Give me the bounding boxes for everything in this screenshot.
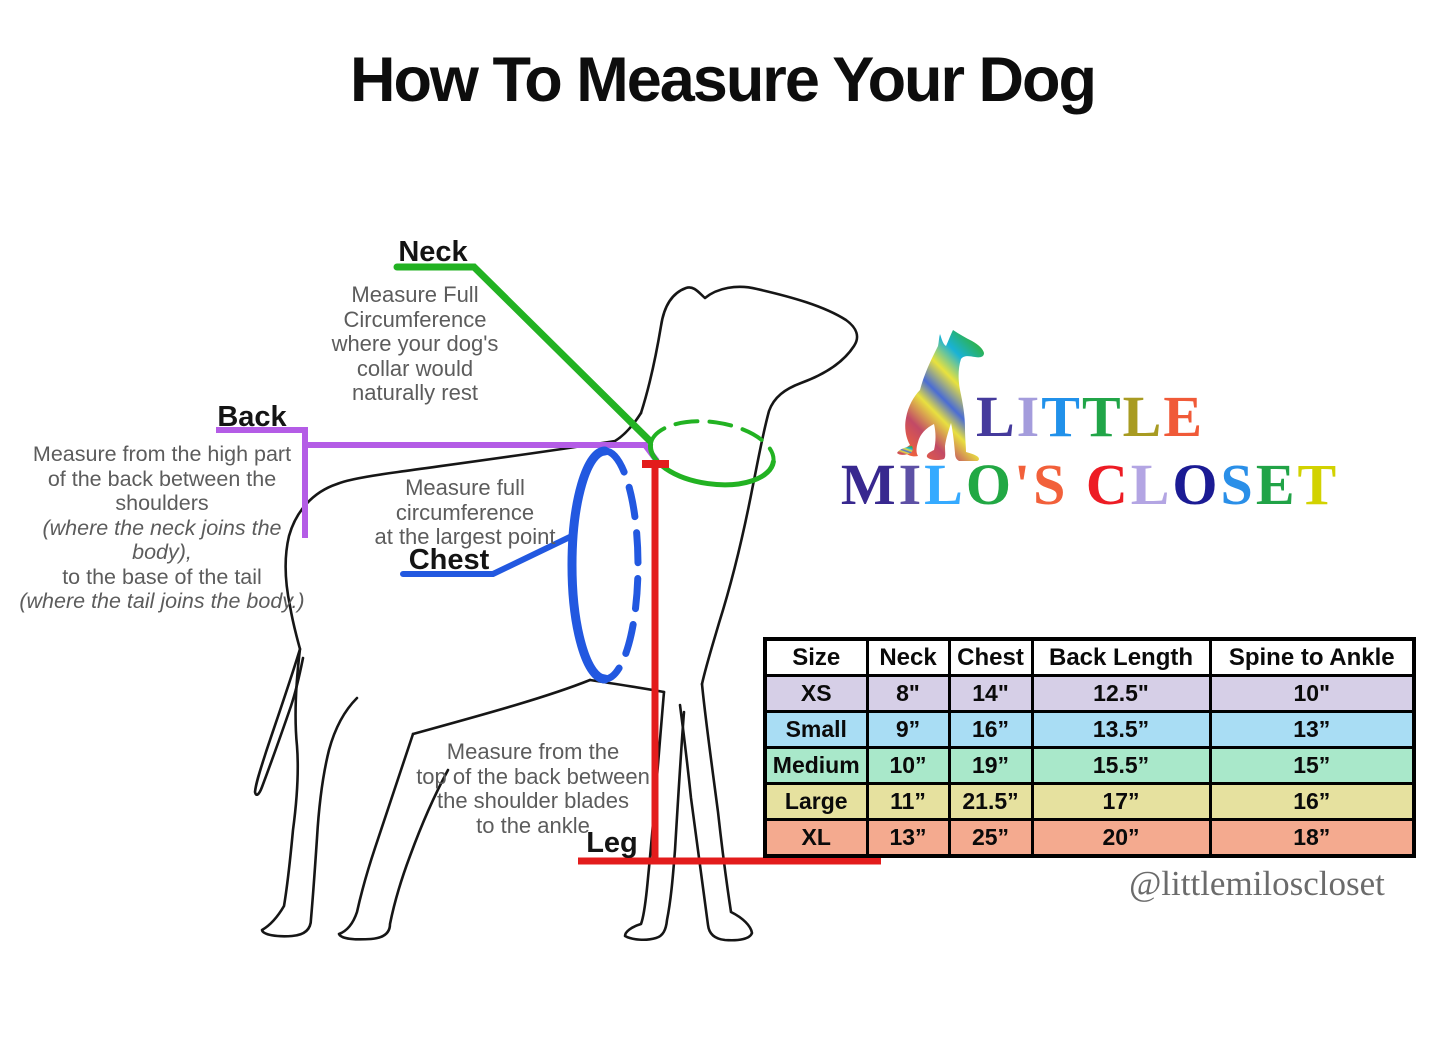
- size-chart-cell: 16”: [1208, 782, 1416, 821]
- back-measure-description-line: (where the tail joins the body.): [19, 589, 305, 613]
- leg-label: Leg: [586, 827, 638, 859]
- brand-letter: O: [1172, 452, 1221, 517]
- brand-letter: L: [1122, 384, 1164, 449]
- brand-name-line2: MILO'S CLOSET: [840, 456, 1340, 514]
- size-chart-cell: 19”: [947, 746, 1034, 785]
- chest-label: Chest: [408, 544, 490, 576]
- brand-letter: I: [1016, 384, 1042, 449]
- size-chart-cell: 17”: [1030, 782, 1212, 821]
- size-chart-column-header: Chest: [947, 637, 1034, 677]
- brand-letter: T: [1081, 384, 1123, 449]
- neck-measure-description: Measure Full Circumference where your do…: [331, 282, 499, 405]
- size-chart-header-row: Size Neck Chest Back Length Spine to Ankle: [763, 637, 1416, 677]
- size-chart-column-header: Spine to Ankle: [1208, 637, 1416, 677]
- brand-logo: LITTLE MILO'S CLOSET: [840, 326, 1340, 526]
- brand-letter: S: [1220, 452, 1256, 517]
- size-chart-column-header: Size: [763, 637, 869, 677]
- size-chart-cell: 20”: [1030, 818, 1212, 858]
- size-chart-column-header: Neck: [865, 637, 951, 677]
- brand-letter: S: [1033, 452, 1069, 517]
- brand-letter: O: [965, 452, 1014, 517]
- size-chart-cell: 13”: [1208, 710, 1416, 749]
- size-chart-cell: 21.5”: [947, 782, 1034, 821]
- size-chart-cell: 15.5”: [1030, 746, 1212, 785]
- size-chart-cell: Small: [763, 710, 869, 749]
- size-chart-cell: 12.5": [1030, 674, 1212, 713]
- brand-letter: L: [975, 384, 1017, 449]
- size-chart-cell: Medium: [763, 746, 869, 785]
- chest-measure-line: [400, 446, 642, 684]
- size-chart-row: Large 11” 21.5” 17” 16”: [763, 782, 1416, 821]
- size-chart-cell: 10": [1208, 674, 1416, 713]
- size-chart-cell: XS: [763, 674, 869, 713]
- size-chart-body: XS 8" 14" 12.5" 10" Small 9” 16” 13.5” 13” Medium 1…: [763, 674, 1416, 858]
- size-chart-row: Small 9” 16” 13.5” 13”: [763, 710, 1416, 749]
- brand-letter: M: [840, 452, 899, 517]
- size-chart-column-header: Back Length: [1030, 637, 1212, 677]
- brand-letter: ': [1013, 452, 1034, 517]
- size-chart-cell: 8": [865, 674, 951, 713]
- size-chart-cell: 9”: [865, 710, 951, 749]
- size-chart-cell: 18”: [1208, 818, 1416, 858]
- size-chart: Size Neck Chest Back Length Spine to Ankle X…: [763, 637, 1416, 858]
- neck-label: Neck: [398, 236, 468, 268]
- leg-measure-line: [578, 460, 881, 865]
- brand-letter: L: [924, 452, 966, 517]
- back-label: Back: [217, 401, 287, 433]
- size-chart-row: XL 13” 25” 20” 18”: [763, 818, 1416, 858]
- back-measure-description-line: Measure from the high part: [32, 442, 292, 466]
- back-measure-description-line: of the back between the: [47, 466, 277, 491]
- neck-measure-line: [393, 263, 776, 488]
- brand-letter: T: [1041, 384, 1082, 449]
- size-chart-cell: 11”: [865, 782, 951, 821]
- neck-circumference-ellipse: [648, 441, 776, 488]
- page-title: How To Measure Your Dog: [349, 45, 1097, 115]
- dog-silhouette-graphic: [897, 330, 984, 461]
- size-chart-row: Medium 10” 19” 15.5” 15”: [763, 746, 1416, 785]
- size-chart-cell: 15”: [1208, 746, 1416, 785]
- size-chart-cell: 13”: [865, 818, 951, 858]
- brand-letter: I: [898, 452, 925, 517]
- size-chart-cell: 14": [947, 674, 1034, 713]
- chest-circumference-ellipse: [567, 446, 610, 684]
- size-chart-table: Size Neck Chest Back Length Spine to Ankle X…: [763, 637, 1416, 858]
- back-measure-description-line: shoulders: [115, 491, 209, 515]
- brand-letter: C: [1085, 452, 1131, 517]
- size-chart-cell: XL: [763, 818, 869, 858]
- brand-letter: E: [1255, 452, 1298, 517]
- size-chart-cell: 13.5”: [1030, 710, 1212, 749]
- back-measure-description-line: (where the neck joins the body),: [42, 515, 282, 565]
- brand-letter: [1068, 452, 1086, 517]
- leg-measure-description: Measure from the top of the back between…: [416, 739, 650, 838]
- brand-letter: E: [1163, 384, 1204, 449]
- brand-letter: L: [1130, 452, 1173, 517]
- brand-name-line1: LITTLE: [840, 388, 1340, 446]
- brand-letter: T: [1297, 452, 1340, 517]
- size-chart-cell: Large: [763, 782, 869, 821]
- size-chart-cell: 16”: [947, 710, 1034, 749]
- chest-measure-description: Measure full circumference at the larges…: [374, 475, 556, 549]
- back-measure-description: Measure from the high part of the back be…: [12, 442, 312, 614]
- size-chart-row: XS 8" 14" 12.5" 10": [763, 674, 1416, 713]
- size-chart-cell: 10”: [865, 746, 951, 785]
- instagram-handle: @littlemiloscloset: [1129, 864, 1385, 903]
- size-chart-cell: 25”: [947, 818, 1034, 858]
- back-measure-description-line: to the base of the tail: [62, 564, 262, 589]
